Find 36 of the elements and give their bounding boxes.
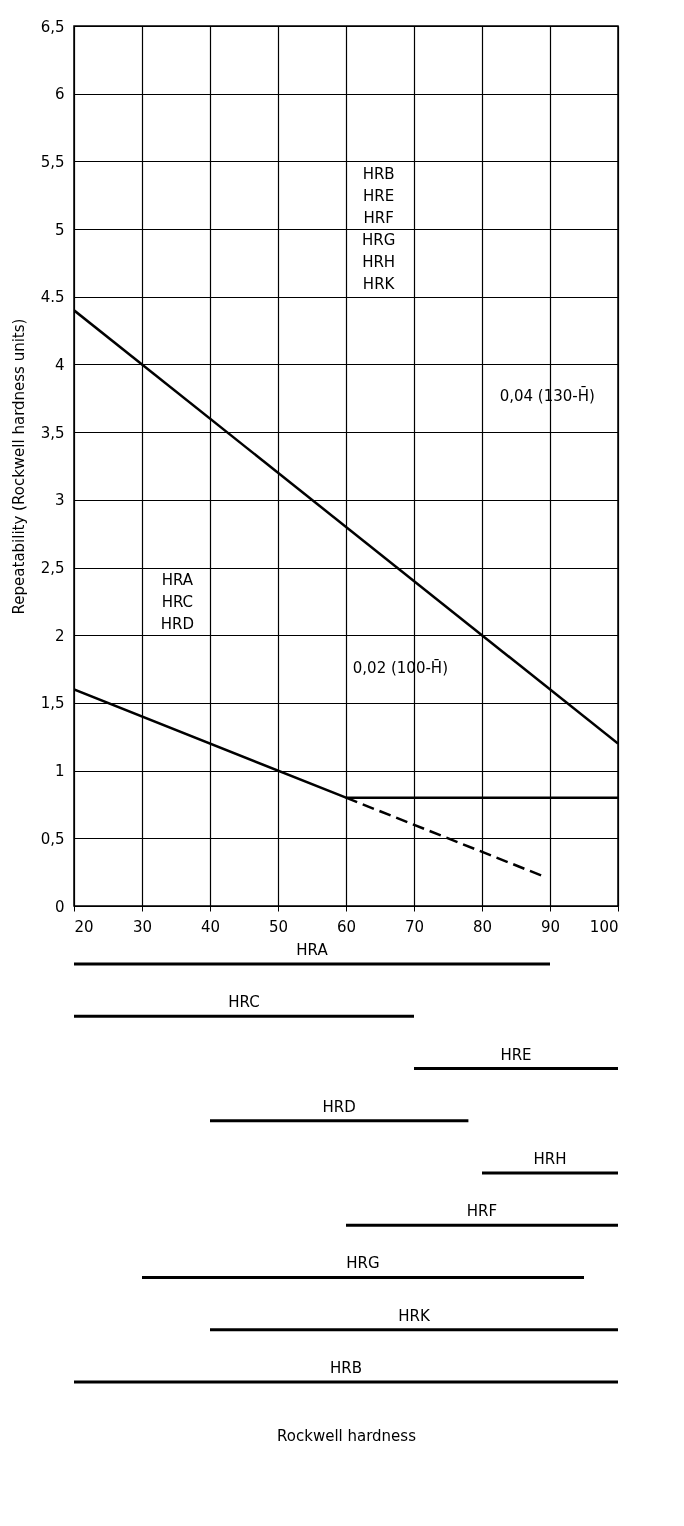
data-label: HRG — [346, 1254, 380, 1273]
x-tick-label: 30 — [132, 917, 153, 936]
y-tick-label: 0 — [54, 897, 65, 916]
x-tick-label: 70 — [404, 917, 425, 936]
y-tick-label: 3,5 — [40, 423, 65, 442]
data-label: HRF — [466, 1202, 498, 1221]
annotation: HRA HRC HRD — [160, 570, 194, 633]
x-tick-label: 50 — [268, 917, 289, 936]
y-axis-title: Repeatability (Rockwell hardness units) — [9, 318, 28, 615]
data-label: HRA — [296, 941, 329, 960]
x-tick-label: 60 — [336, 917, 357, 936]
data-label: HRC — [228, 993, 260, 1012]
y-tick-label: 2 — [54, 626, 65, 645]
data-label: HRB — [330, 1358, 362, 1377]
y-tick-label: 4 — [54, 355, 65, 374]
x-tick-label: 20 — [74, 917, 94, 936]
y-tick-label: 5,5 — [40, 152, 65, 171]
x-tick-label: 100 — [589, 917, 619, 936]
y-tick-label: 6 — [54, 85, 65, 104]
x-axis-title: Rockwell hardness — [277, 1426, 417, 1445]
y-tick-label: 0,5 — [40, 829, 65, 848]
x-tick-label: 90 — [540, 917, 561, 936]
y-tick-label: 4.5 — [40, 288, 65, 307]
data-label: HRK — [398, 1306, 431, 1325]
data-label: HRD — [322, 1097, 356, 1116]
x-tick-label: 80 — [472, 917, 493, 936]
data-label: HRE — [500, 1045, 532, 1064]
annotation: HRB HRE HRF HRG HRH HRK — [361, 165, 396, 294]
y-tick-label: 5 — [54, 220, 65, 239]
y-tick-label: 1,5 — [40, 694, 65, 713]
y-tick-label: 2,5 — [40, 559, 65, 578]
y-tick-label: 1 — [54, 762, 65, 781]
y-tick-label: 6,5 — [40, 17, 65, 36]
data-label: HRH — [533, 1150, 567, 1168]
y-tick-label: 3 — [54, 491, 65, 510]
x-tick-label: 40 — [200, 917, 221, 936]
